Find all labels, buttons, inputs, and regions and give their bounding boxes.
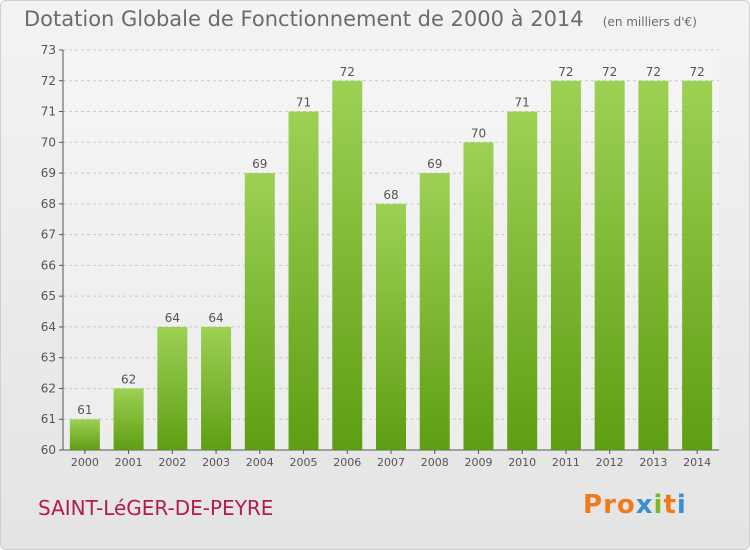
chart-title: Dotation Globale de Fonctionnement de 20… bbox=[24, 7, 584, 31]
y-tick-label: 69 bbox=[41, 166, 56, 180]
bar-value-label: 70 bbox=[471, 126, 486, 140]
bar bbox=[332, 80, 363, 451]
y-tick-label: 65 bbox=[41, 289, 56, 303]
bar bbox=[550, 80, 581, 451]
bar bbox=[157, 326, 188, 450]
bar bbox=[682, 80, 713, 451]
y-tick-label: 68 bbox=[41, 197, 56, 211]
x-tick-label: 2003 bbox=[202, 456, 230, 469]
x-tick-label: 2000 bbox=[71, 456, 99, 469]
y-tick-label: 66 bbox=[41, 258, 56, 272]
x-tick-label: 2006 bbox=[333, 456, 361, 469]
bar bbox=[594, 80, 625, 451]
bars bbox=[69, 80, 713, 451]
x-tick-label: 2014 bbox=[683, 456, 711, 469]
proxiti-logo[interactable]: Proxiti bbox=[583, 490, 687, 520]
labels: 60 61 62 63 64 65 66 67 68 69 70 71 72 73 61 2000 62 2001… bbox=[41, 43, 711, 469]
bar-value-label: 64 bbox=[208, 311, 223, 325]
logo-letter: t bbox=[663, 490, 677, 520]
bar-value-label: 71 bbox=[296, 96, 311, 110]
bar-value-label: 61 bbox=[77, 403, 92, 417]
x-tick-label: 2004 bbox=[246, 456, 274, 469]
x-tick-label: 2010 bbox=[508, 456, 536, 469]
bar bbox=[376, 203, 406, 450]
y-tick-label: 62 bbox=[41, 381, 56, 395]
bar-value-label: 72 bbox=[602, 65, 617, 79]
x-tick-label: 2009 bbox=[464, 456, 492, 469]
y-tick-label: 64 bbox=[41, 320, 56, 334]
bar bbox=[507, 111, 538, 451]
y-tick-label: 63 bbox=[41, 351, 56, 365]
logo-letter: o bbox=[616, 490, 636, 520]
logo-letter: x bbox=[635, 490, 654, 520]
bar-value-label: 72 bbox=[646, 65, 661, 79]
bar-value-label: 71 bbox=[515, 96, 530, 110]
logo-letter: i bbox=[653, 490, 664, 520]
y-tick-label: 73 bbox=[41, 43, 56, 57]
bar-value-label: 62 bbox=[121, 372, 136, 386]
x-tick-label: 2011 bbox=[552, 456, 580, 469]
bar-value-label: 68 bbox=[383, 188, 398, 202]
bar-value-label: 69 bbox=[252, 157, 267, 171]
bar bbox=[638, 80, 669, 451]
x-tick-label: 2012 bbox=[596, 456, 624, 469]
x-tick-label: 2013 bbox=[639, 456, 667, 469]
x-tick-label: 2008 bbox=[421, 456, 449, 469]
bar bbox=[69, 419, 100, 450]
logo-letter: r bbox=[603, 490, 617, 520]
x-tick-label: 2002 bbox=[158, 456, 186, 469]
bar bbox=[419, 173, 450, 451]
x-tick-label: 2005 bbox=[290, 456, 318, 469]
y-tick-label: 67 bbox=[41, 228, 56, 242]
town-name: SAINT-LéGER-DE-PEYRE bbox=[38, 496, 274, 520]
y-tick-label: 72 bbox=[41, 74, 56, 88]
bar bbox=[201, 326, 232, 450]
chart-unit: (en milliers d'€) bbox=[602, 15, 697, 29]
bar-value-label: 69 bbox=[427, 157, 442, 171]
bar bbox=[113, 388, 144, 450]
x-tick-label: 2007 bbox=[377, 456, 405, 469]
y-tick-label: 71 bbox=[41, 105, 56, 119]
x-tick-label: 2001 bbox=[115, 456, 143, 469]
bar bbox=[463, 142, 494, 451]
bar-value-label: 72 bbox=[558, 65, 573, 79]
bar-value-label: 72 bbox=[340, 65, 355, 79]
title-row: Dotation Globale de Fonctionnement de 20… bbox=[24, 7, 697, 31]
y-tick-label: 70 bbox=[41, 135, 56, 149]
bar bbox=[288, 111, 319, 451]
y-tick-label: 60 bbox=[41, 443, 56, 457]
logo-letter: P bbox=[583, 490, 604, 520]
bar-value-label: 64 bbox=[165, 311, 180, 325]
bar-value-label: 72 bbox=[689, 65, 704, 79]
bar bbox=[244, 173, 275, 451]
logo-letter: i bbox=[676, 490, 687, 520]
y-tick-label: 61 bbox=[41, 412, 56, 426]
